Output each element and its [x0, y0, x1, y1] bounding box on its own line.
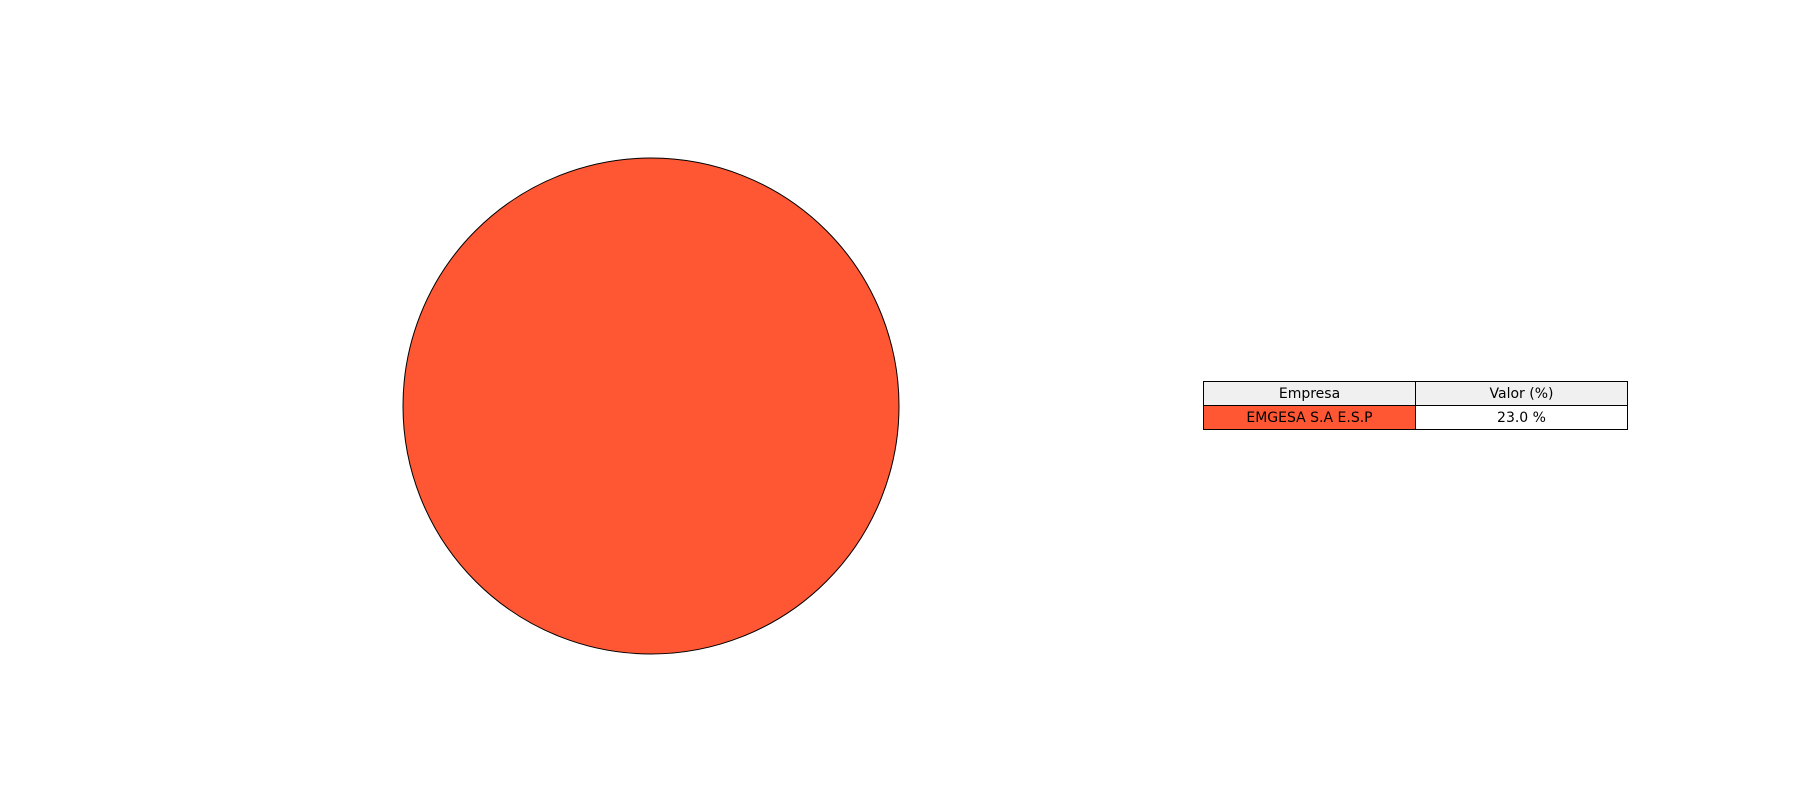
- legend-header-valor: Valor (%): [1415, 381, 1628, 406]
- legend-value-cell: 23.0 %: [1415, 405, 1628, 430]
- legend-row: EMGESA S.A E.S.P 23.0 %: [1203, 405, 1628, 430]
- legend-header-empresa: Empresa: [1203, 381, 1416, 406]
- legend-table: Empresa Valor (%) EMGESA S.A E.S.P 23.0 …: [1203, 381, 1628, 430]
- legend-label-cell: EMGESA S.A E.S.P: [1203, 405, 1416, 430]
- legend-header-row: Empresa Valor (%): [1203, 381, 1628, 406]
- pie-slice: [402, 157, 900, 655]
